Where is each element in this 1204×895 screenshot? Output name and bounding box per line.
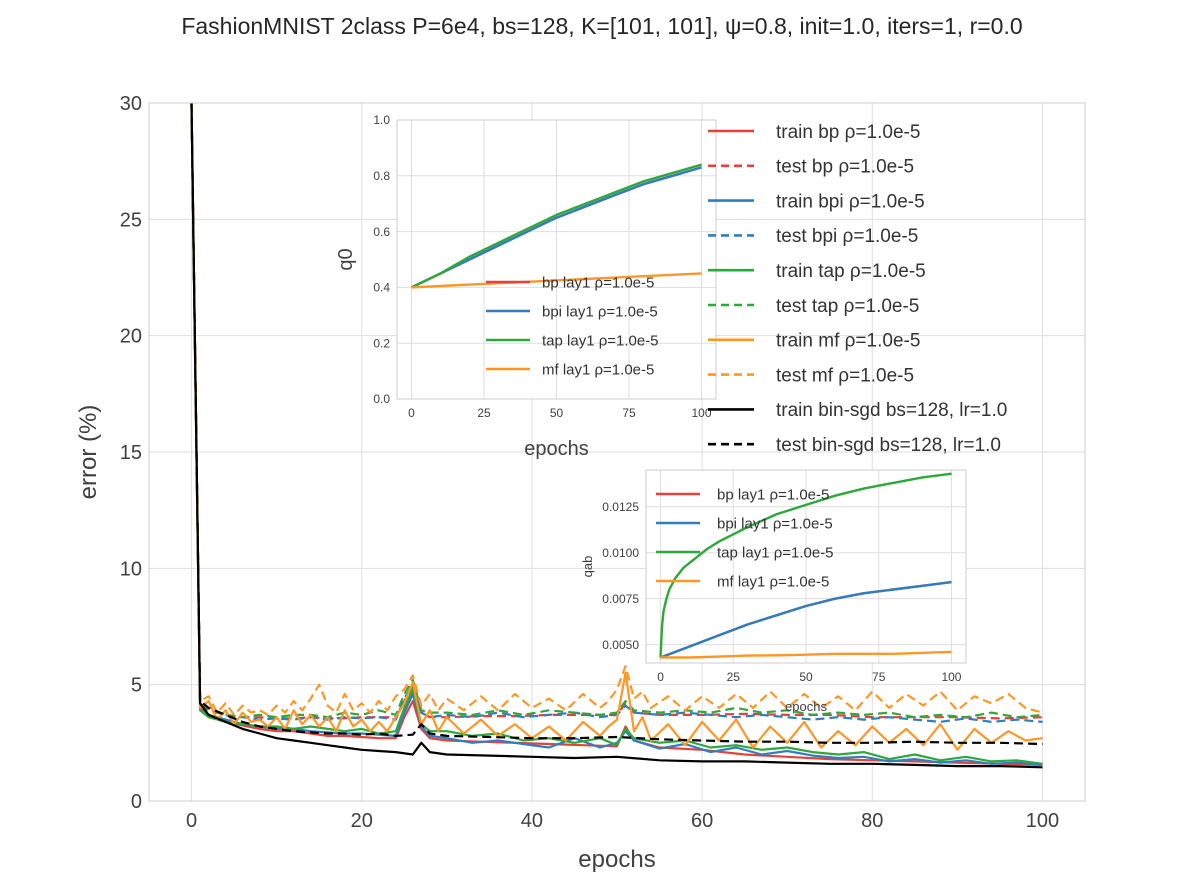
main-y-tick-label: 5 <box>131 675 142 697</box>
inset_qab-y-tick-label: 0.0050 <box>602 638 639 652</box>
inset_qab-x-tick-label: 75 <box>872 670 886 684</box>
main-legend-label-mf: test mf ρ=1.0e-5 <box>776 365 914 386</box>
main-y-tick-label: 15 <box>120 442 142 464</box>
inset_qab-y-tick-label: 0.0100 <box>602 546 639 560</box>
inset_qab-y-tick-label: 0.0125 <box>602 500 639 514</box>
figure-title: FashionMNIST 2class P=6e4, bs=128, K=[10… <box>181 13 1022 39</box>
inset_q0-x-tick-label: 25 <box>477 406 491 420</box>
inset_qab-x-tick-label: 50 <box>799 670 813 684</box>
inset_q0-x-tick-label: 75 <box>622 406 636 420</box>
main-series-bin_sgd-dashed <box>190 103 1043 746</box>
inset_q0-series-mf-solid <box>411 272 702 289</box>
main-series-group <box>190 103 1043 769</box>
inset_q0-series-group <box>410 163 702 289</box>
inset_qab-frame <box>645 469 967 664</box>
inset_qab-y-axis-label: qab <box>580 556 595 578</box>
inset_q0-y-tick-label: 0.8 <box>373 169 390 183</box>
main-legend-label-tap: train tap ρ=1.0e-5 <box>776 261 926 282</box>
main-x-tick-label: 100 <box>1026 810 1059 832</box>
inset_q0-legend-label-mf: mf lay1 ρ=1.0e-5 <box>542 361 654 378</box>
inset_q0-x-tick-label: 100 <box>691 406 711 420</box>
main-y-tick-label: 25 <box>120 209 142 231</box>
inset_qab-series-mf-solid <box>660 650 952 659</box>
inset_q0-y-tick-label: 1.0 <box>373 113 390 127</box>
main-legend-label-mf: train mf ρ=1.0e-5 <box>776 331 920 352</box>
main-legend-label-tap: test tap ρ=1.0e-5 <box>776 296 919 317</box>
main-x-tick-label: 80 <box>861 810 883 832</box>
inset_qab-x-tick-label: 25 <box>727 670 741 684</box>
main-x-tick-label: 0 <box>186 810 197 832</box>
inset_qab-x-axis-label: epochs <box>785 699 827 714</box>
main-x-tick-label: 60 <box>691 810 713 832</box>
main-legend-label-bin_sgd: test bin-sgd bs=128, lr=1.0 <box>776 435 1001 456</box>
inset_qab-legend-label-mf: mf lay1 ρ=1.0e-5 <box>717 573 829 590</box>
inset_q0-legend-label-bp: bp lay1 ρ=1.0e-5 <box>542 274 654 291</box>
inset_qab-axes: 0 25 50 75 100 0.0050 0.0075 0.0100 0.0125 epochs… <box>580 469 967 714</box>
inset_qab-series-group <box>659 472 952 659</box>
main-legend-label-bin_sgd: train bin-sgd bs=128, lr=1.0 <box>776 400 1007 421</box>
inset_q0-y-tick-label: 0.0 <box>373 392 390 406</box>
inset_q0-y-tick-label: 0.2 <box>373 336 390 350</box>
inset_qab-series-tap-solid <box>659 472 952 658</box>
inset_q0-x-axis-label: epochs <box>524 438 589 460</box>
inset_qab-y-tick-label: 0.0075 <box>602 592 639 606</box>
main-y-tick-label: 20 <box>120 326 142 348</box>
inset_qab-legend: bp lay1 ρ=1.0e-5 bpi lay1 ρ=1.0e-5 tap lay… <box>656 486 834 590</box>
main-legend-label-bp: test bp ρ=1.0e-5 <box>776 157 914 178</box>
inset_q0-legend: bp lay1 ρ=1.0e-5 bpi lay1 ρ=1.0e-5 tap lay… <box>486 274 659 378</box>
inset_q0-series-bpi-solid <box>410 166 702 289</box>
main-y-tick-label: 0 <box>131 791 142 813</box>
main-legend: train bp ρ=1.0e-5 test bp ρ=1.0e-5 train b… <box>708 122 1007 456</box>
inset_q0-legend-label-tap: tap lay1 ρ=1.0e-5 <box>542 332 659 349</box>
main-frame <box>148 102 1086 802</box>
inset_qab-legend-label-bpi: bpi lay1 ρ=1.0e-5 <box>717 515 833 532</box>
main-y-tick-label: 10 <box>120 558 142 580</box>
main-series-bpi-dashed <box>190 103 1043 724</box>
main-series-mf-solid <box>190 103 1043 751</box>
main-x-axis-label: epochs <box>578 846 655 873</box>
main-legend-label-bp: train bp ρ=1.0e-5 <box>776 122 920 143</box>
inset_q0-axes: 0 25 50 75 100 0.0 0.2 0.4 0.6 0.8 1.0 epochs q0 <box>335 113 717 460</box>
main-series-bp-solid <box>190 103 1043 766</box>
inset_qab-x-tick-label: 0 <box>657 670 664 684</box>
main-series-bin_sgd-solid <box>190 103 1043 769</box>
main-legend-label-bpi: train bpi ρ=1.0e-5 <box>776 191 925 212</box>
inset_q0-frame <box>396 119 717 400</box>
inset_q0-x-tick-label: 0 <box>408 406 415 420</box>
main-series-tap-solid <box>190 103 1043 765</box>
main-x-tick-label: 40 <box>521 810 543 832</box>
inset_q0-legend-label-bpi: bpi lay1 ρ=1.0e-5 <box>542 303 658 320</box>
main-x-tick-label: 20 <box>351 810 373 832</box>
inset_q0-series-tap-solid <box>410 163 702 289</box>
inset_qab-x-tick-label: 100 <box>941 670 961 684</box>
inset_q0-y-tick-label: 0.6 <box>373 225 390 239</box>
inset_qab-legend-label-bp: bp lay1 ρ=1.0e-5 <box>717 486 829 503</box>
inset_q0-y-tick-label: 0.4 <box>373 281 390 295</box>
inset_qab-series-bpi-solid <box>660 580 952 659</box>
main-y-tick-label: 30 <box>120 93 142 115</box>
main-legend-label-bpi: test bpi ρ=1.0e-5 <box>776 226 918 247</box>
main-series-mf-dashed <box>190 103 1043 717</box>
inset_q0-x-tick-label: 50 <box>550 406 564 420</box>
main-y-axis-label: error (%) <box>75 405 102 500</box>
inset_q0-y-axis-label: q0 <box>335 248 357 270</box>
inset_qab-legend-label-tap: tap lay1 ρ=1.0e-5 <box>717 544 834 561</box>
